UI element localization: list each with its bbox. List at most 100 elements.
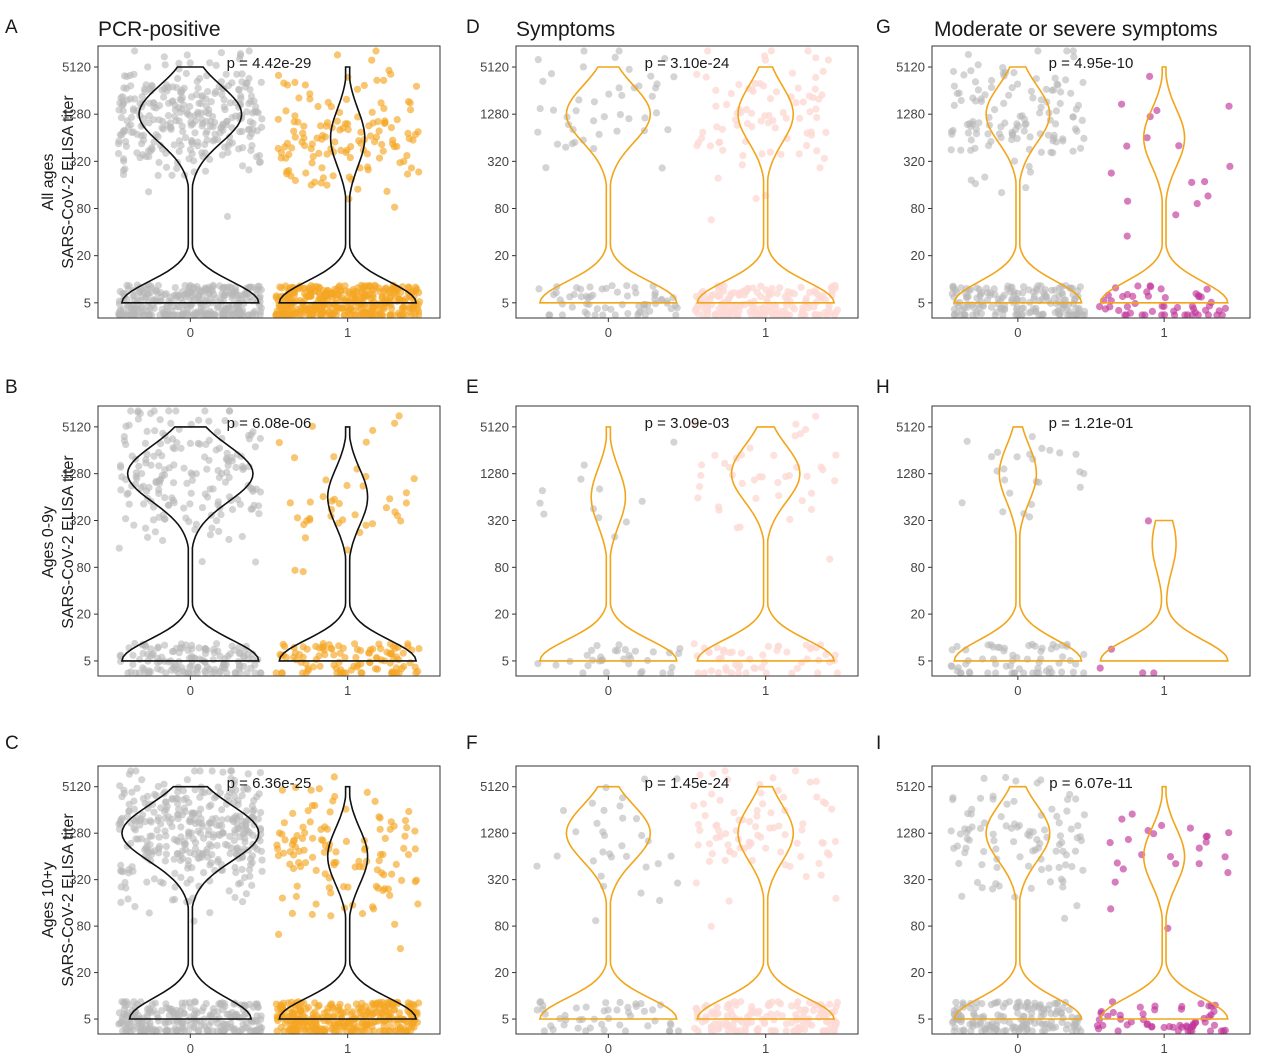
data-point — [542, 164, 550, 172]
data-point — [116, 461, 125, 469]
data-point — [125, 500, 133, 508]
data-point — [409, 136, 417, 144]
data-point — [366, 646, 374, 654]
data-point — [794, 998, 802, 1006]
data-point — [731, 116, 740, 124]
data-point — [182, 69, 190, 78]
data-point — [220, 103, 228, 111]
data-point — [308, 422, 316, 430]
data-point — [783, 648, 791, 656]
data-point — [814, 311, 822, 319]
data-point — [1080, 811, 1088, 819]
data-point — [143, 427, 151, 435]
data-point — [714, 669, 723, 677]
data-point — [376, 288, 384, 296]
data-point — [798, 826, 806, 834]
data-point — [131, 903, 139, 911]
data-point — [1045, 864, 1053, 872]
data-point — [387, 124, 395, 132]
data-point — [1000, 1027, 1008, 1035]
data-point — [283, 81, 292, 89]
panel-letter: C — [5, 733, 19, 754]
data-point — [766, 148, 775, 156]
data-point — [781, 831, 789, 839]
data-point — [193, 283, 201, 291]
data-point — [641, 300, 649, 308]
data-point — [831, 837, 840, 846]
data-point — [618, 842, 626, 850]
data-point — [757, 282, 765, 290]
data-point — [1143, 1021, 1151, 1029]
data-point — [552, 661, 560, 669]
data-point — [576, 1016, 584, 1024]
data-point — [292, 892, 300, 901]
data-point — [724, 296, 732, 304]
data-point — [138, 140, 146, 148]
data-point — [393, 653, 401, 661]
data-point — [599, 848, 607, 856]
x-tick-label: 1 — [1161, 1041, 1168, 1056]
data-point — [143, 837, 151, 845]
data-point — [624, 310, 632, 318]
points — [947, 773, 1233, 1035]
data-point — [967, 136, 975, 144]
data-point — [1063, 807, 1071, 815]
data-point — [1134, 282, 1142, 290]
panel-frame — [515, 765, 859, 1035]
data-point — [391, 419, 399, 427]
data-point — [759, 800, 767, 808]
data-point — [396, 159, 404, 167]
data-point — [155, 833, 163, 841]
data-point — [167, 125, 175, 134]
data-point — [1055, 284, 1063, 292]
data-point — [194, 84, 202, 92]
data-point — [236, 879, 245, 887]
data-point — [606, 850, 614, 858]
data-point — [375, 1004, 383, 1012]
data-point — [652, 109, 661, 117]
data-point — [958, 499, 966, 507]
data-point — [741, 1024, 749, 1032]
data-point — [164, 1018, 173, 1026]
x-tick-label: 0 — [187, 683, 194, 698]
x-tick-label: 0 — [1014, 1041, 1021, 1056]
y-tick-label: 5 — [502, 1012, 509, 1027]
data-point — [168, 823, 176, 831]
data-point — [186, 439, 194, 447]
data-point — [786, 515, 794, 524]
data-point — [949, 794, 957, 802]
data-point — [127, 767, 135, 775]
data-point — [637, 669, 645, 677]
data-point — [758, 473, 766, 481]
data-point — [1123, 232, 1131, 240]
data-point — [154, 643, 162, 651]
data-point — [170, 855, 178, 863]
data-point — [307, 786, 315, 794]
data-point — [1027, 500, 1036, 509]
data-point — [188, 140, 196, 148]
data-point — [162, 850, 170, 858]
data-point — [207, 98, 215, 106]
data-point — [167, 419, 175, 427]
data-point — [656, 896, 664, 905]
data-point — [289, 1009, 297, 1018]
data-point — [613, 1006, 621, 1014]
data-point — [286, 860, 294, 868]
data-point — [175, 59, 183, 67]
data-point — [694, 1027, 702, 1035]
p-value-label: p = 6.36e-25 — [227, 775, 312, 792]
data-point — [403, 152, 411, 160]
data-point — [794, 84, 802, 92]
data-point — [309, 153, 317, 161]
data-point — [188, 641, 196, 650]
data-point — [306, 95, 314, 103]
data-point — [764, 642, 773, 651]
data-point — [708, 790, 716, 798]
data-point — [162, 669, 170, 677]
data-point — [145, 99, 154, 107]
violin-1 — [278, 785, 418, 1020]
data-point — [615, 84, 623, 92]
data-point — [201, 667, 209, 675]
data-point — [382, 504, 390, 512]
data-point — [143, 1016, 152, 1025]
